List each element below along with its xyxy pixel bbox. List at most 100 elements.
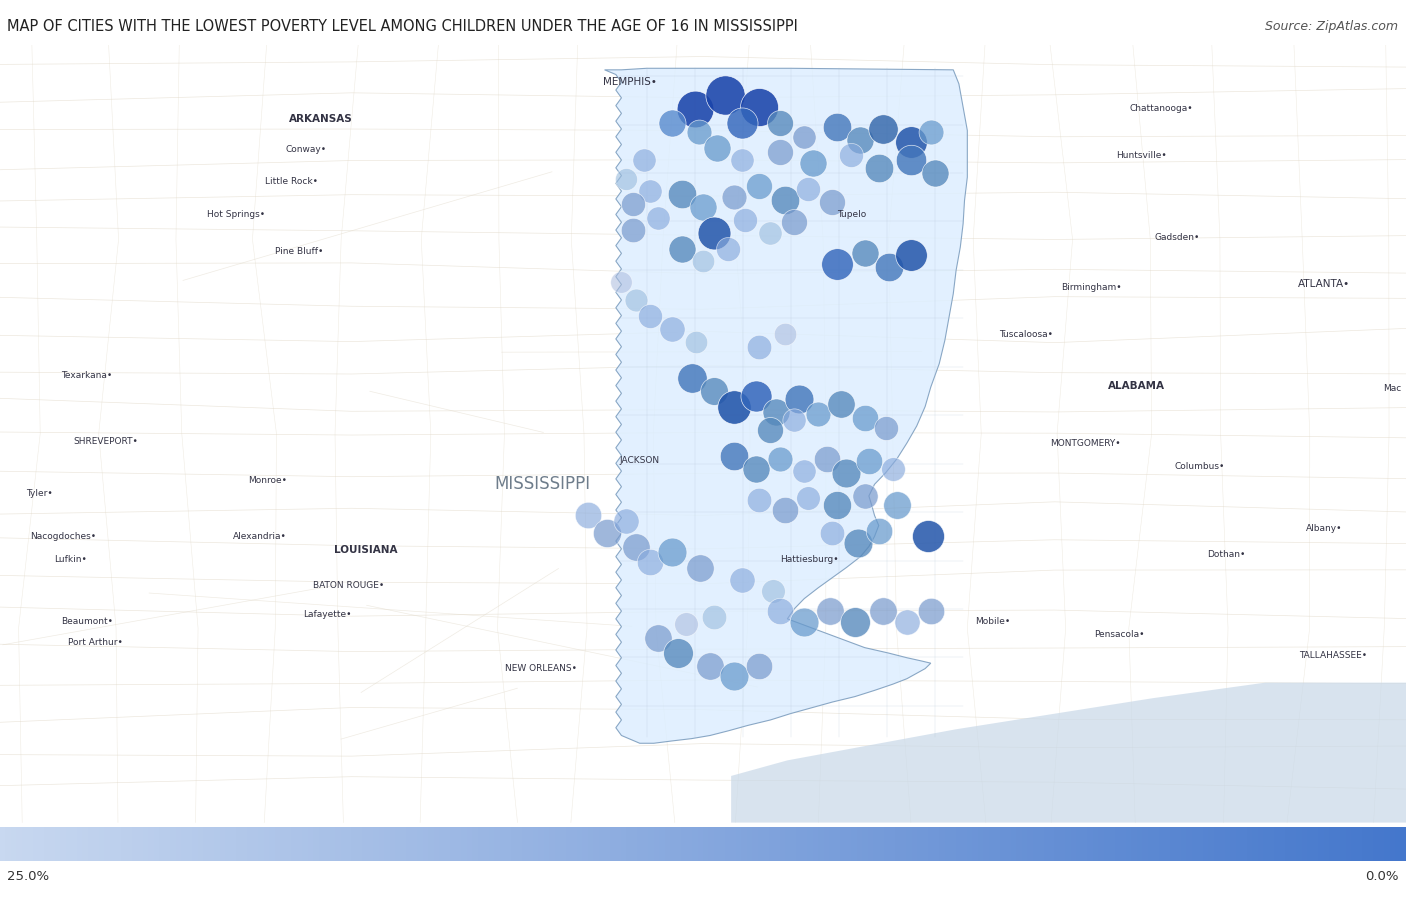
Point: [900, 153, 922, 167]
Point: [685, 334, 707, 349]
Text: Huntsville•: Huntsville•: [1116, 151, 1167, 160]
Point: [748, 493, 770, 507]
Text: ARKANSAS: ARKANSAS: [288, 114, 353, 124]
Point: [703, 384, 725, 398]
Point: [830, 397, 852, 412]
Point: [920, 604, 942, 619]
Point: [638, 555, 661, 569]
Point: [688, 125, 710, 139]
Point: [624, 539, 647, 554]
Text: NEW ORLEANS•: NEW ORLEANS•: [505, 664, 578, 673]
Point: [877, 260, 900, 274]
Text: JACKSON: JACKSON: [620, 457, 659, 466]
Text: Mobile•: Mobile•: [974, 618, 1011, 627]
Point: [647, 630, 669, 645]
Point: [825, 498, 848, 512]
Text: ALABAMA: ALABAMA: [1108, 380, 1164, 390]
Point: [610, 275, 633, 289]
Point: [844, 615, 866, 629]
Point: [886, 498, 908, 512]
Text: LOUISIANA: LOUISIANA: [333, 546, 398, 556]
Text: TALLAHASSEE•: TALLAHASSEE•: [1299, 651, 1367, 660]
Point: [807, 407, 830, 422]
Text: BATON ROUGE•: BATON ROUGE•: [314, 581, 384, 590]
Text: ATLANTA•: ATLANTA•: [1298, 280, 1351, 289]
Point: [797, 182, 820, 196]
Point: [868, 161, 890, 175]
Point: [703, 226, 725, 240]
Text: Texarkana•: Texarkana•: [62, 371, 112, 380]
Point: [723, 669, 745, 683]
Point: [692, 254, 714, 268]
Point: [787, 392, 810, 406]
Polygon shape: [605, 68, 967, 743]
Text: Chattanooga•: Chattanooga•: [1129, 104, 1194, 113]
Point: [793, 129, 815, 144]
Point: [759, 226, 782, 240]
Point: [853, 411, 876, 425]
Text: Hot Springs•: Hot Springs•: [207, 210, 266, 219]
Text: Source: ZipAtlas.com: Source: ZipAtlas.com: [1265, 21, 1398, 33]
Point: [614, 172, 637, 186]
Point: [621, 223, 644, 237]
Point: [748, 340, 770, 354]
Point: [773, 327, 796, 342]
Point: [689, 560, 711, 574]
Text: Tupelo: Tupelo: [838, 210, 866, 219]
Point: [734, 213, 756, 227]
Point: [773, 503, 796, 517]
Point: [723, 399, 745, 414]
Point: [801, 156, 824, 170]
Point: [765, 405, 787, 419]
Point: [614, 513, 637, 528]
Point: [762, 583, 785, 598]
Point: [825, 120, 848, 134]
Text: Tuscaloosa•: Tuscaloosa•: [1000, 330, 1053, 339]
Point: [839, 148, 862, 163]
Polygon shape: [731, 682, 1406, 823]
Point: [596, 526, 619, 540]
Point: [638, 308, 661, 323]
Point: [745, 389, 768, 404]
Point: [745, 461, 768, 476]
Point: [769, 604, 792, 619]
Point: [683, 102, 706, 116]
Text: MISSISSIPPI: MISSISSIPPI: [495, 476, 591, 494]
Point: [671, 242, 693, 256]
Point: [661, 322, 683, 336]
Point: [731, 116, 754, 130]
Text: Lafayette•: Lafayette•: [304, 610, 352, 619]
Point: [692, 200, 714, 214]
Point: [882, 461, 904, 476]
Text: MEMPHIS•: MEMPHIS•: [603, 77, 657, 87]
Text: MAP OF CITIES WITH THE LOWEST POVERTY LEVEL AMONG CHILDREN UNDER THE AGE OF 16 I: MAP OF CITIES WITH THE LOWEST POVERTY LE…: [7, 20, 799, 34]
Point: [821, 526, 844, 540]
Point: [661, 545, 683, 559]
Point: [731, 573, 754, 587]
Text: Mac: Mac: [1384, 384, 1400, 393]
Point: [576, 508, 599, 522]
Point: [815, 451, 838, 466]
Point: [872, 121, 894, 136]
Point: [717, 242, 740, 256]
Point: [849, 133, 872, 147]
Text: 0.0%: 0.0%: [1365, 870, 1399, 883]
Point: [731, 153, 754, 167]
Point: [783, 215, 806, 229]
Point: [853, 489, 876, 503]
Point: [723, 449, 745, 463]
Point: [858, 454, 880, 468]
Point: [675, 617, 697, 631]
Point: [773, 193, 796, 208]
Text: Hattiesburg•: Hattiesburg•: [780, 556, 839, 565]
Point: [621, 197, 644, 211]
Text: 25.0%: 25.0%: [7, 870, 49, 883]
Text: Monroe•: Monroe•: [247, 476, 287, 485]
Point: [769, 451, 792, 466]
Point: [706, 140, 728, 155]
Point: [703, 610, 725, 624]
Point: [714, 88, 737, 102]
Point: [759, 423, 782, 437]
Text: Little Rock•: Little Rock•: [264, 176, 318, 185]
Text: Gadsden•: Gadsden•: [1154, 234, 1199, 243]
